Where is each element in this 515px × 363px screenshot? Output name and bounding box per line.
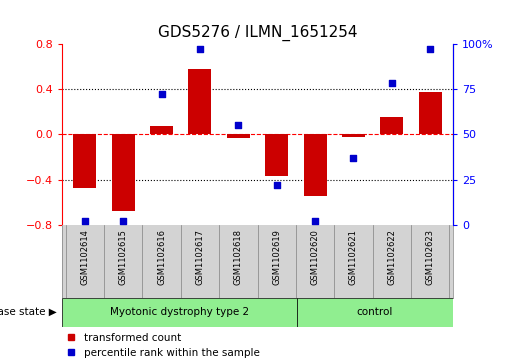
Bar	[150, 126, 173, 134]
Text: GSM1102621: GSM1102621	[349, 229, 358, 285]
Text: control: control	[357, 307, 393, 317]
Point	[272, 182, 281, 188]
Bar	[62, 298, 297, 327]
Bar	[73, 134, 96, 188]
Bar	[188, 69, 212, 134]
Bar	[303, 134, 327, 196]
Bar	[419, 92, 442, 134]
Point	[234, 122, 243, 128]
Bar	[112, 134, 135, 211]
Text: GSM1102622: GSM1102622	[387, 229, 397, 285]
Text: GSM1102616: GSM1102616	[157, 229, 166, 285]
Bar	[265, 134, 288, 176]
Point	[311, 219, 319, 224]
Text: GSM1102614: GSM1102614	[80, 229, 89, 285]
Point	[388, 81, 396, 86]
Point	[426, 46, 434, 52]
Text: disease state ▶: disease state ▶	[0, 307, 57, 317]
Bar	[342, 134, 365, 136]
Text: GSM1102620: GSM1102620	[311, 229, 320, 285]
Point	[81, 219, 89, 224]
Text: Myotonic dystrophy type 2: Myotonic dystrophy type 2	[110, 307, 249, 317]
Point	[196, 46, 204, 52]
Bar	[380, 117, 403, 134]
Text: GSM1102618: GSM1102618	[234, 229, 243, 285]
Point	[119, 219, 127, 224]
Bar	[297, 298, 453, 327]
Text: GSM1102617: GSM1102617	[195, 229, 204, 285]
Point	[349, 155, 357, 161]
Legend: transformed count, percentile rank within the sample: transformed count, percentile rank withi…	[67, 333, 260, 358]
Bar	[227, 134, 250, 138]
Text: GSM1102619: GSM1102619	[272, 229, 281, 285]
Title: GDS5276 / ILMN_1651254: GDS5276 / ILMN_1651254	[158, 25, 357, 41]
Text: GSM1102615: GSM1102615	[118, 229, 128, 285]
Text: GSM1102623: GSM1102623	[426, 229, 435, 285]
Point	[158, 91, 166, 97]
